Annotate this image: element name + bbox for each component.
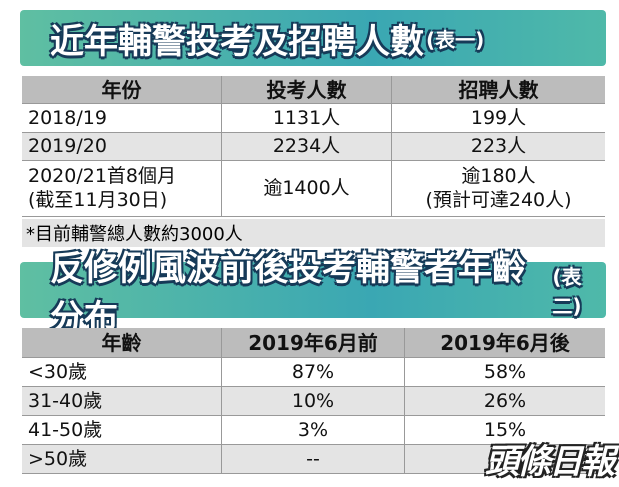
header-cell: 年份 bbox=[22, 76, 222, 104]
table-title: 反修例風波前後投考輔警者年齡分布 (表二) bbox=[20, 249, 606, 338]
cell-text: 41-50歲 bbox=[28, 418, 103, 441]
table-cell: >50歲 bbox=[22, 445, 222, 474]
table-row bbox=[22, 104, 605, 133]
cell-text: <30歲 bbox=[28, 360, 88, 383]
title-note: (表二) bbox=[552, 265, 582, 318]
table-cell: 2019/20 bbox=[22, 133, 222, 161]
header-cell: 2019年6月後 bbox=[405, 328, 605, 358]
cell-text: >50歲 bbox=[28, 447, 88, 470]
table-cell: 87% bbox=[222, 358, 405, 387]
cell-line: 逾1400人 bbox=[263, 177, 350, 200]
table-row bbox=[22, 358, 605, 387]
header-cell: 2019年6月前 bbox=[222, 328, 405, 358]
header-cell: 年齡 bbox=[22, 328, 222, 358]
cell-text: 10% bbox=[291, 389, 335, 412]
table-cell: 2020/21首8個月 (截至11月30日) bbox=[22, 161, 222, 217]
cell-text: 3% bbox=[297, 418, 329, 441]
table-cell: 15% bbox=[405, 416, 605, 445]
cell-text: 2234人 bbox=[272, 135, 341, 158]
table-cell: 41-50歲 bbox=[22, 416, 222, 445]
table-cell: 223人 bbox=[392, 133, 605, 161]
table-cell: 31-40歲 bbox=[22, 387, 222, 416]
cell-text: 26% bbox=[483, 389, 527, 412]
table-row bbox=[22, 133, 605, 161]
header-cell: 招聘人數 bbox=[392, 76, 605, 104]
cell-text: -- bbox=[306, 447, 320, 470]
cell-text: 15% bbox=[483, 418, 527, 441]
header-row bbox=[22, 76, 605, 104]
cell-text: 2019年6月後 bbox=[440, 330, 570, 355]
title-note: (表一) bbox=[426, 27, 485, 52]
footnote: *目前輔警總人數約3000人 bbox=[22, 219, 605, 247]
table-cell: 199人 bbox=[392, 104, 605, 133]
table-title: 近年輔警投考及招聘人數 (表一) bbox=[20, 10, 606, 66]
table-cell: 逾180人 (預計可達240人) bbox=[392, 161, 605, 217]
table-row bbox=[22, 387, 605, 416]
cell-line: (預計可達240人) bbox=[425, 189, 572, 211]
cell-text: 1131人 bbox=[272, 106, 341, 129]
cell-line: 逾180人 bbox=[461, 165, 536, 188]
watermark: 頭條日報 bbox=[485, 442, 615, 482]
table-cell: <30歲 bbox=[22, 358, 222, 387]
header-cell: 投考人數 bbox=[222, 76, 392, 104]
table-cell: 58% bbox=[405, 358, 605, 387]
cell-text: 31-40歲 bbox=[28, 389, 103, 412]
title-text: 近年輔警投考及招聘人數 bbox=[50, 21, 424, 62]
cell-line: (截至11月30日) bbox=[28, 189, 168, 211]
table-cell: 2018/19 bbox=[22, 104, 222, 133]
cell-text: 223人 bbox=[470, 135, 527, 158]
cell-text: 年份 bbox=[101, 77, 142, 102]
cell-text: 年齡 bbox=[101, 330, 142, 355]
cell-text: 投考人數 bbox=[266, 77, 347, 102]
table-row bbox=[22, 161, 605, 217]
cell-text: 58% bbox=[483, 360, 527, 383]
cell-text: 招聘人數 bbox=[458, 77, 539, 102]
title-text: 反修例風波前後投考輔警者年齡分布 bbox=[50, 249, 526, 338]
table-cell: 3% bbox=[222, 416, 405, 445]
cell-text: 2019/20 bbox=[28, 135, 107, 158]
table-cell: 1131人 bbox=[222, 104, 392, 133]
cell-text: 1% bbox=[489, 447, 521, 470]
table-cell: 26% bbox=[405, 387, 605, 416]
table-row bbox=[22, 445, 605, 474]
table-cell: 1% bbox=[405, 445, 605, 474]
table-cell: 逾1400人 bbox=[222, 161, 392, 217]
header-row bbox=[22, 328, 605, 358]
table-cell: 2234人 bbox=[222, 133, 392, 161]
table-cell: 10% bbox=[222, 387, 405, 416]
cell-text: 199人 bbox=[470, 106, 527, 129]
cell-text: 2018/19 bbox=[28, 106, 107, 129]
cell-line: 2020/21首8個月 bbox=[28, 165, 177, 188]
cell-text: 87% bbox=[291, 360, 335, 383]
table-cell: -- bbox=[222, 445, 405, 474]
cell-text: 2019年6月前 bbox=[248, 330, 378, 355]
table-row bbox=[22, 416, 605, 445]
